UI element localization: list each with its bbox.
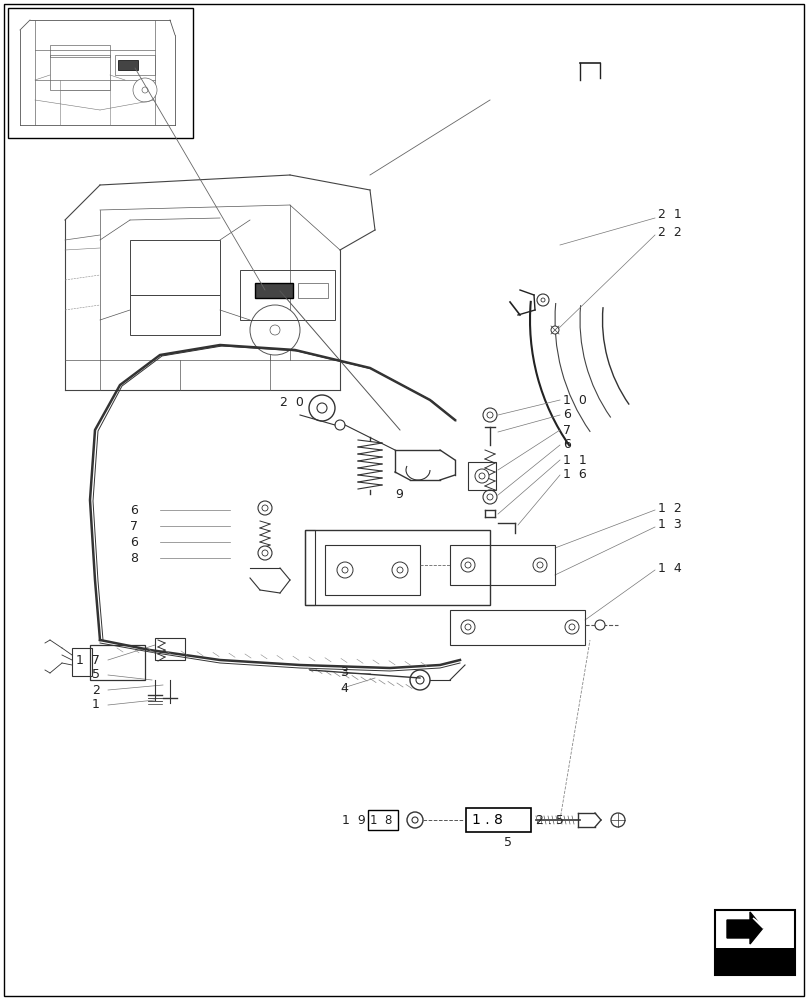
Bar	[8, 8, 193, 138]
Bar	[255, 283, 293, 298]
Circle shape	[416, 676, 424, 684]
Text: 6: 6	[563, 438, 571, 452]
Bar	[298, 283, 328, 298]
Bar	[240, 270, 335, 320]
Polygon shape	[727, 912, 763, 944]
Circle shape	[475, 469, 489, 483]
Bar	[115, 55, 155, 75]
Text: 9: 9	[395, 488, 403, 502]
Bar	[715, 910, 795, 975]
Bar	[715, 948, 795, 975]
Circle shape	[407, 812, 423, 828]
Text: 1  8: 1 8	[370, 814, 393, 826]
Circle shape	[317, 403, 327, 413]
Text: 6: 6	[130, 504, 138, 516]
Text: 7: 7	[563, 424, 571, 436]
Circle shape	[565, 620, 579, 634]
Text: 2 . 5: 2 . 5	[536, 814, 564, 826]
Circle shape	[533, 558, 547, 572]
Text: 2  0: 2 0	[280, 395, 304, 408]
Text: 6: 6	[563, 408, 571, 422]
Bar	[368, 810, 398, 830]
Bar	[325, 545, 420, 595]
Bar	[130, 240, 220, 295]
Bar	[305, 530, 490, 605]
Circle shape	[258, 546, 272, 560]
Bar	[118, 60, 138, 70]
Circle shape	[611, 813, 625, 827]
Circle shape	[551, 326, 559, 334]
Bar	[450, 610, 585, 645]
Bar	[72, 648, 92, 676]
Circle shape	[569, 624, 575, 630]
Bar	[450, 545, 555, 585]
Text: 5: 5	[504, 836, 512, 848]
Text: 1  9: 1 9	[342, 814, 366, 826]
Circle shape	[487, 494, 493, 500]
Circle shape	[465, 562, 471, 568]
Circle shape	[142, 87, 148, 93]
Circle shape	[309, 395, 335, 421]
Text: 6: 6	[130, 536, 138, 548]
Bar	[90, 645, 145, 680]
Circle shape	[392, 562, 408, 578]
Text: 7: 7	[130, 520, 138, 532]
Bar	[305, 530, 315, 605]
Circle shape	[410, 670, 430, 690]
Bar	[50, 45, 110, 57]
Text: 2  1: 2 1	[658, 209, 682, 222]
Text: 2  2: 2 2	[658, 226, 682, 238]
Text: 1  0: 1 0	[563, 393, 587, 406]
Bar	[155, 638, 185, 660]
Text: 1  2: 1 2	[658, 502, 682, 514]
Circle shape	[537, 562, 543, 568]
Circle shape	[397, 567, 403, 573]
Text: 1  4: 1 4	[658, 562, 682, 574]
Bar	[50, 55, 110, 90]
Polygon shape	[753, 918, 767, 928]
Bar	[130, 295, 220, 335]
Text: 1  1: 1 1	[563, 454, 587, 466]
Circle shape	[461, 558, 475, 572]
Circle shape	[483, 408, 497, 422]
Text: 3: 3	[340, 666, 348, 678]
Text: 1  6: 1 6	[563, 468, 587, 482]
Text: 1  3: 1 3	[658, 518, 682, 532]
Circle shape	[465, 624, 471, 630]
Bar	[468, 462, 496, 490]
Text: 4: 4	[340, 682, 348, 694]
Circle shape	[337, 562, 353, 578]
Text: 5: 5	[92, 668, 100, 682]
Circle shape	[461, 620, 475, 634]
Circle shape	[335, 420, 345, 430]
Circle shape	[483, 490, 497, 504]
Circle shape	[258, 501, 272, 515]
Text: 2: 2	[92, 684, 100, 696]
Circle shape	[595, 620, 605, 630]
Circle shape	[133, 78, 157, 102]
Circle shape	[262, 505, 268, 511]
Circle shape	[487, 412, 493, 418]
Bar	[466, 808, 531, 832]
Circle shape	[537, 294, 549, 306]
Circle shape	[270, 325, 280, 335]
Circle shape	[342, 567, 348, 573]
Text: 8: 8	[130, 552, 138, 564]
Circle shape	[412, 817, 418, 823]
Text: 1  7: 1 7	[76, 654, 100, 666]
Circle shape	[250, 305, 300, 355]
Text: 1: 1	[92, 698, 100, 712]
Circle shape	[262, 550, 268, 556]
Circle shape	[541, 298, 545, 302]
Circle shape	[479, 473, 485, 479]
Text: 1 . 8: 1 . 8	[472, 813, 503, 827]
